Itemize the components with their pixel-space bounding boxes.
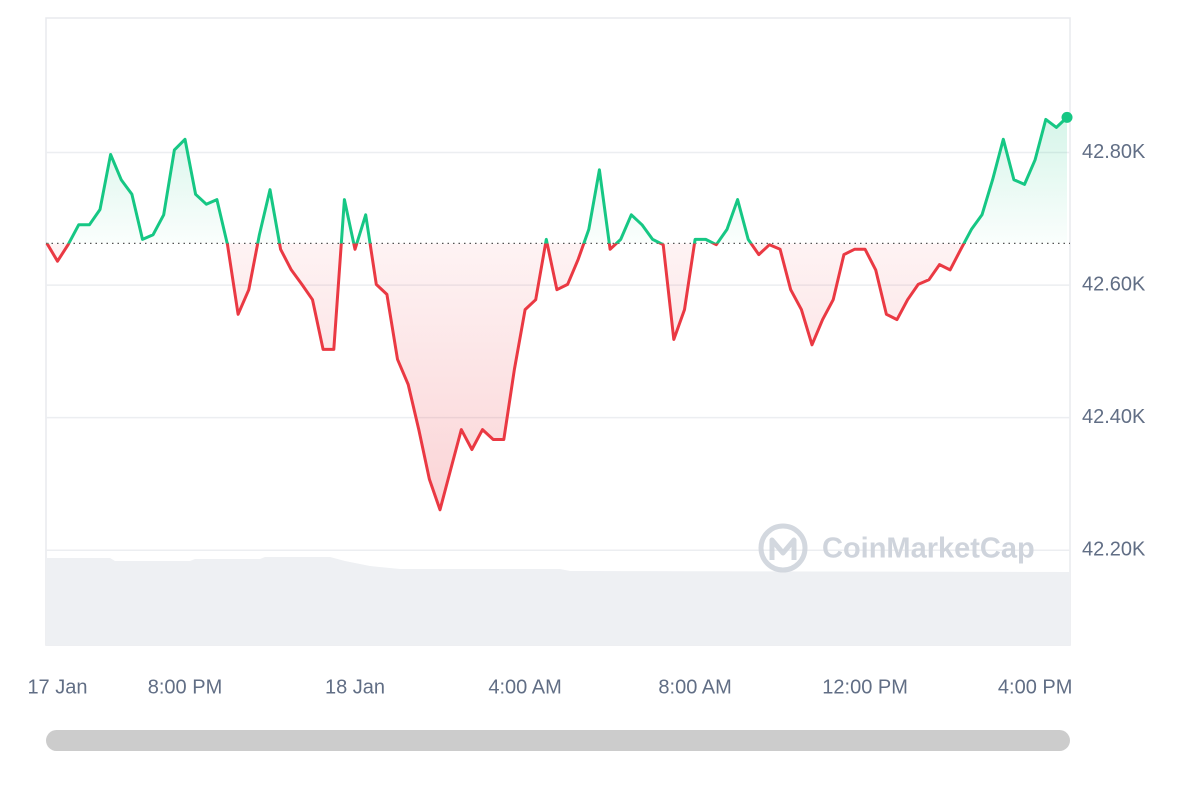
y-tick-label: 42.40K [1082,406,1146,428]
x-tick-label: 4:00 PM [998,676,1072,698]
x-tick-label: 18 Jan [325,676,385,698]
area [46,117,1067,510]
last-point [1061,111,1073,123]
marks [45,111,1073,512]
watermark-logo [758,523,808,573]
y-tick-label: 42.20K [1082,539,1146,561]
scrollbar[interactable] [46,730,1070,751]
x-tick-label: 12:00 PM [822,676,908,698]
x-tick-label: 8:00 AM [658,676,731,698]
price-line [45,116,1069,512]
x-tick-label: 4:00 AM [488,676,561,698]
volume-area [46,557,1070,645]
y-tick-label: 42.60K [1082,273,1146,295]
x-tick-label: 8:00 PM [148,676,222,698]
x-tick-label: 17 Jan [27,676,87,698]
y-tick-label: 42.80K [1082,141,1146,163]
watermark: CoinMarketCap [822,533,1035,565]
